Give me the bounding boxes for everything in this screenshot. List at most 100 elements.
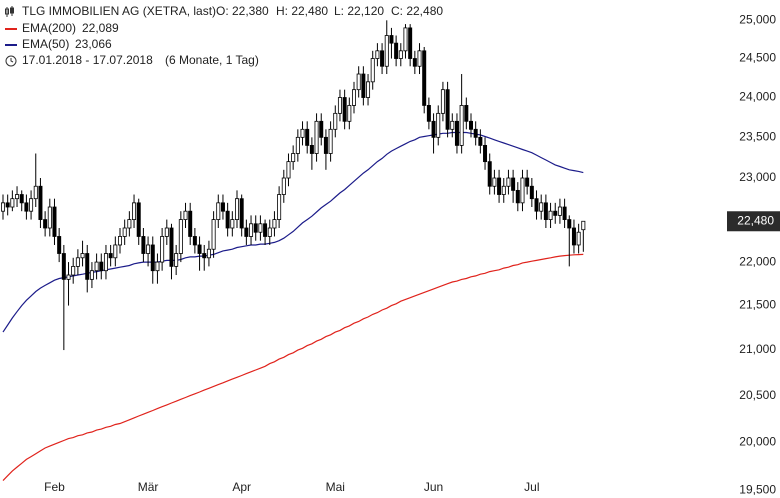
candle-body bbox=[174, 253, 179, 267]
candle-body bbox=[5, 202, 10, 208]
candle-body bbox=[295, 136, 300, 154]
candle-body bbox=[10, 198, 15, 208]
candle-body bbox=[220, 202, 225, 212]
candle-body bbox=[108, 253, 113, 259]
candle-body bbox=[422, 50, 427, 106]
candle-body bbox=[206, 248, 211, 259]
clock-icon bbox=[5, 55, 17, 67]
period-note: (6 Monate, 1 Tag) bbox=[165, 53, 259, 67]
candle-body bbox=[356, 73, 361, 91]
candle-body bbox=[562, 206, 567, 220]
x-tick-label: Jul bbox=[524, 480, 539, 494]
candle-body bbox=[71, 265, 76, 276]
x-tick-label: Mär bbox=[138, 480, 159, 494]
x-tick-label: Apr bbox=[232, 480, 251, 494]
low-info: L: 22,120 bbox=[334, 4, 384, 18]
candle-body bbox=[337, 97, 342, 114]
instrument: TLG IMMOBILIEN AG (XETRA, last) bbox=[22, 4, 216, 18]
candle-body bbox=[487, 161, 492, 187]
candle-body bbox=[183, 210, 188, 220]
candle-body bbox=[440, 89, 445, 114]
legend-label: EMA(200) bbox=[22, 21, 76, 35]
candle-body bbox=[29, 198, 34, 212]
candle-body bbox=[534, 198, 539, 212]
candle-body bbox=[553, 210, 558, 216]
candle-body bbox=[38, 185, 43, 220]
candle-body bbox=[305, 128, 310, 146]
x-tick-label: Feb bbox=[44, 480, 65, 494]
candle-body bbox=[146, 244, 151, 254]
y-tick-label: 24,500 bbox=[739, 51, 776, 65]
candle-body bbox=[464, 105, 469, 122]
candle-body bbox=[515, 189, 520, 204]
candle-body bbox=[216, 202, 221, 220]
candle-body bbox=[525, 177, 530, 187]
candle-body bbox=[197, 244, 202, 254]
candle-body bbox=[286, 161, 291, 179]
candle-body bbox=[277, 194, 282, 220]
candle-body bbox=[234, 198, 239, 220]
candle-body bbox=[361, 73, 366, 98]
candle-body bbox=[300, 128, 305, 138]
candle-body bbox=[19, 194, 24, 204]
candle-body bbox=[384, 35, 389, 67]
y-tick-label: 22,000 bbox=[739, 254, 776, 268]
candle-body bbox=[33, 185, 38, 200]
candle-body bbox=[57, 236, 62, 254]
candle-body bbox=[314, 120, 319, 154]
candle-body bbox=[225, 210, 230, 229]
candle-body bbox=[506, 177, 511, 187]
candle-body bbox=[47, 206, 52, 229]
y-tick-label: 21,000 bbox=[739, 342, 776, 356]
candle-body bbox=[333, 112, 338, 130]
candle-body bbox=[150, 244, 155, 272]
ema-line bbox=[2, 253, 584, 482]
candle-body bbox=[511, 177, 516, 191]
candle-body bbox=[468, 120, 473, 130]
candle-body bbox=[263, 223, 268, 237]
candle-body bbox=[141, 236, 146, 254]
candle-body bbox=[211, 219, 216, 250]
candle-body bbox=[281, 177, 286, 195]
candle-body bbox=[567, 219, 572, 229]
candle-body bbox=[398, 50, 403, 59]
candle-body bbox=[249, 223, 254, 237]
candle-body bbox=[473, 128, 478, 138]
x-tick-label: Jun bbox=[424, 480, 443, 494]
y-tick-label: 23,000 bbox=[739, 170, 776, 184]
y-tick-label: 20,000 bbox=[739, 435, 776, 449]
candle-body bbox=[99, 261, 104, 272]
candle-body bbox=[497, 177, 502, 195]
candle-body bbox=[258, 223, 263, 233]
candle-body bbox=[408, 27, 413, 59]
close-info: C: 22,480 bbox=[391, 4, 443, 18]
y-tick-label: 23,500 bbox=[739, 130, 776, 144]
legend-value: 23,066 bbox=[75, 37, 112, 51]
y-tick-label: 19,500 bbox=[739, 482, 776, 496]
candle-body bbox=[80, 253, 85, 259]
candle-body bbox=[450, 120, 455, 130]
candle-body bbox=[178, 219, 183, 254]
period: 17.01.2018 - 17.07.2018 bbox=[22, 53, 153, 67]
candle-body bbox=[543, 202, 548, 220]
candle-body bbox=[483, 145, 488, 163]
candle-body bbox=[454, 120, 459, 146]
candle-body bbox=[267, 227, 272, 237]
candle-body bbox=[75, 257, 80, 267]
candle-body bbox=[380, 50, 385, 67]
candle-body bbox=[103, 253, 108, 272]
candle-body bbox=[244, 227, 249, 237]
candle-body bbox=[445, 89, 450, 130]
candle-body bbox=[61, 253, 66, 280]
candle-body bbox=[431, 120, 436, 138]
candle-body bbox=[459, 105, 464, 146]
last-price-box bbox=[727, 211, 780, 232]
high-info: H: 22,480 bbox=[276, 4, 328, 18]
candle-body bbox=[136, 202, 141, 237]
candle-body bbox=[478, 136, 483, 146]
candle-body bbox=[370, 58, 375, 83]
candle-body bbox=[239, 198, 244, 229]
y-tick-label: 24,000 bbox=[739, 90, 776, 104]
candle-body bbox=[417, 50, 422, 67]
